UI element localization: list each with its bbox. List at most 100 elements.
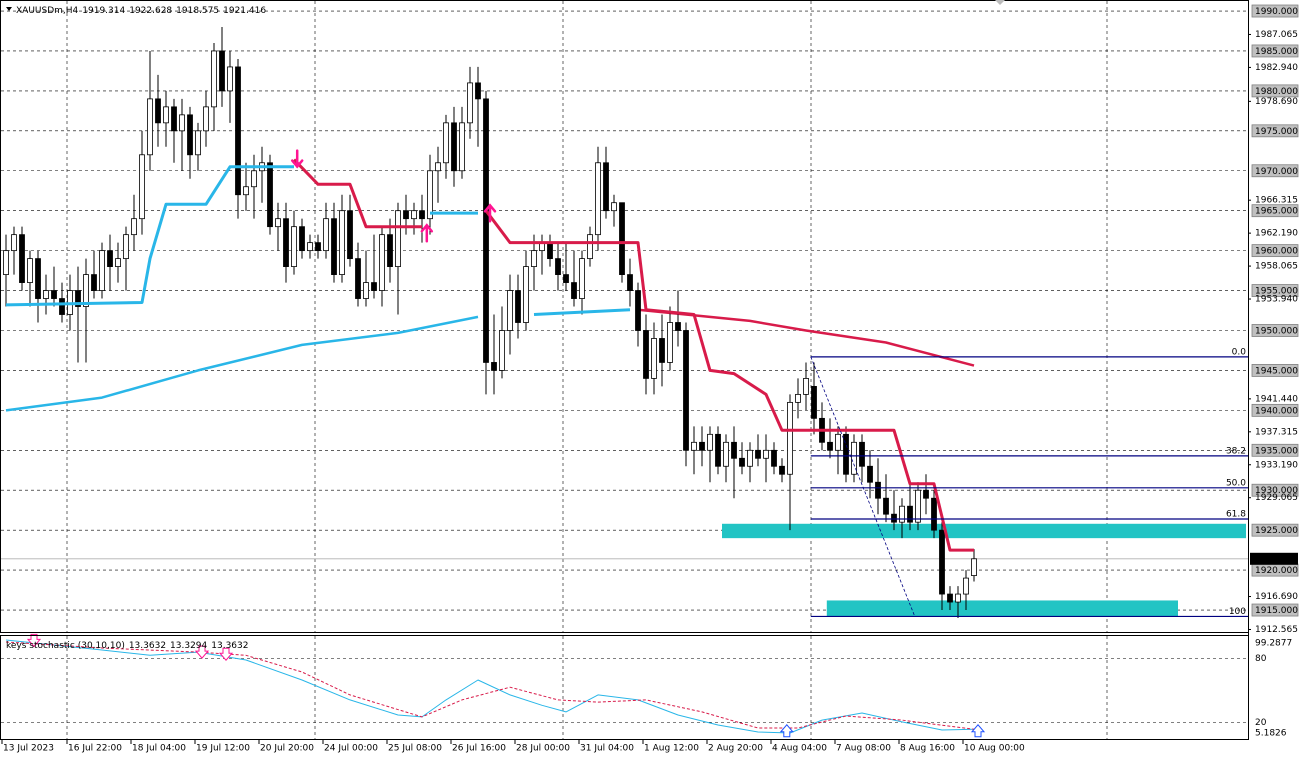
fib-label: 50.0: [1226, 478, 1246, 488]
candle-body: [739, 457, 745, 467]
candle-body: [75, 290, 81, 307]
candle-body: [323, 218, 329, 252]
candle-body: [875, 481, 881, 499]
candle-body: [963, 577, 969, 595]
level-label: 1915.000: [1255, 606, 1298, 616]
candle-body: [219, 50, 225, 92]
indicator-name: keys stochastic (30,10,10): [6, 641, 125, 651]
candle-body: [227, 66, 233, 92]
symbol: XAUUSDm,H4: [16, 6, 79, 16]
candle-body: [755, 449, 761, 459]
candle-body: [555, 258, 561, 275]
menu-triangle[interactable]: [6, 7, 12, 11]
candle-body: [779, 465, 785, 475]
level-label: 1980.000: [1255, 87, 1298, 97]
y-tick-label: 1937.315: [1255, 427, 1298, 437]
candle-body: [163, 106, 169, 124]
candle-body: [939, 529, 945, 595]
candle-body: [3, 250, 9, 275]
candle-body: [427, 170, 433, 220]
header-close: 1921.416: [223, 6, 266, 16]
candle-body: [699, 441, 705, 451]
candle-body: [515, 290, 521, 323]
candle-body: [267, 162, 273, 228]
level-box: [1251, 44, 1299, 58]
candle-body: [347, 210, 353, 260]
level-label: 1965.000: [1255, 207, 1298, 217]
candle-body: [155, 98, 161, 124]
sub-y-tick-label: 80: [1255, 654, 1267, 664]
x-tick-label: 16 Jul 22:00: [68, 744, 122, 754]
candle-body: [251, 170, 257, 188]
level-label: 1935.000: [1255, 446, 1298, 456]
zone: [826, 600, 1178, 617]
x-tick-label: 8 Aug 16:00: [900, 744, 955, 754]
candle-body: [491, 362, 497, 371]
candle-body: [203, 106, 209, 132]
candle-body: [371, 282, 377, 291]
y-tick-label: 1958.065: [1255, 262, 1298, 272]
shift-marker: [995, 0, 1005, 5]
candle-body: [635, 290, 641, 331]
candle-body: [619, 202, 625, 275]
current-price-box: [1250, 552, 1298, 565]
level-label: 1950.000: [1255, 326, 1298, 336]
level-box: [1251, 244, 1299, 258]
candle-body: [811, 386, 817, 419]
candle-body: [483, 98, 489, 363]
candle-body: [659, 338, 665, 363]
candle-body: [843, 433, 849, 475]
level-box: [1251, 364, 1299, 377]
y-tick-label: 1987.065: [1255, 30, 1298, 40]
candle-body: [867, 465, 873, 483]
level-box: [1251, 4, 1299, 18]
level-box: [1251, 443, 1299, 457]
indicator-value: 13.3294: [170, 641, 207, 651]
candle-body: [147, 98, 153, 156]
x-tick-label: 1 Aug 12:00: [644, 744, 699, 754]
candle-body: [43, 290, 49, 299]
candle-body: [299, 226, 305, 252]
y-tick-label: 1966.315: [1255, 196, 1298, 206]
level-label: 1925.000: [1255, 526, 1298, 536]
candle-body: [795, 393, 801, 403]
level-label: 1960.000: [1255, 247, 1298, 257]
candle-body: [915, 489, 921, 523]
candle-body: [827, 441, 833, 451]
candle-body: [187, 114, 193, 156]
signal-arrow: [218, 647, 234, 662]
candle-body: [763, 449, 769, 459]
candle-body: [115, 258, 121, 268]
candle-body: [283, 218, 289, 268]
level-box: [1251, 324, 1299, 337]
moving-average: [637, 308, 975, 367]
y-tick-label: 1978.690: [1255, 97, 1298, 107]
candle-body: [419, 210, 425, 220]
candle-body: [195, 130, 201, 156]
level-label: 1930.000: [1255, 486, 1298, 496]
y-tick-label: 1941.440: [1255, 394, 1298, 404]
candle-body: [835, 433, 841, 451]
candle-body: [971, 558, 977, 576]
candle-body: [859, 441, 865, 467]
candle-body: [955, 593, 961, 603]
candle-body: [27, 258, 33, 283]
candle-body: [899, 505, 905, 523]
candle-body: [707, 433, 713, 451]
candle-body: [395, 210, 401, 268]
zone: [722, 523, 1246, 539]
candle-body: [507, 290, 513, 331]
level-label: 1920.000: [1255, 566, 1298, 576]
candle-body: [851, 441, 857, 475]
candle-body: [627, 274, 633, 291]
candle-body: [91, 274, 97, 291]
candle-body: [643, 330, 649, 379]
candle-body: [595, 162, 601, 236]
y-tick-label: 1929.065: [1255, 493, 1298, 503]
candle-body: [355, 258, 361, 299]
candle-body: [611, 202, 617, 212]
level-label: 1985.000: [1255, 47, 1298, 57]
candle-body: [307, 242, 313, 252]
signal-arrow: [779, 723, 794, 738]
